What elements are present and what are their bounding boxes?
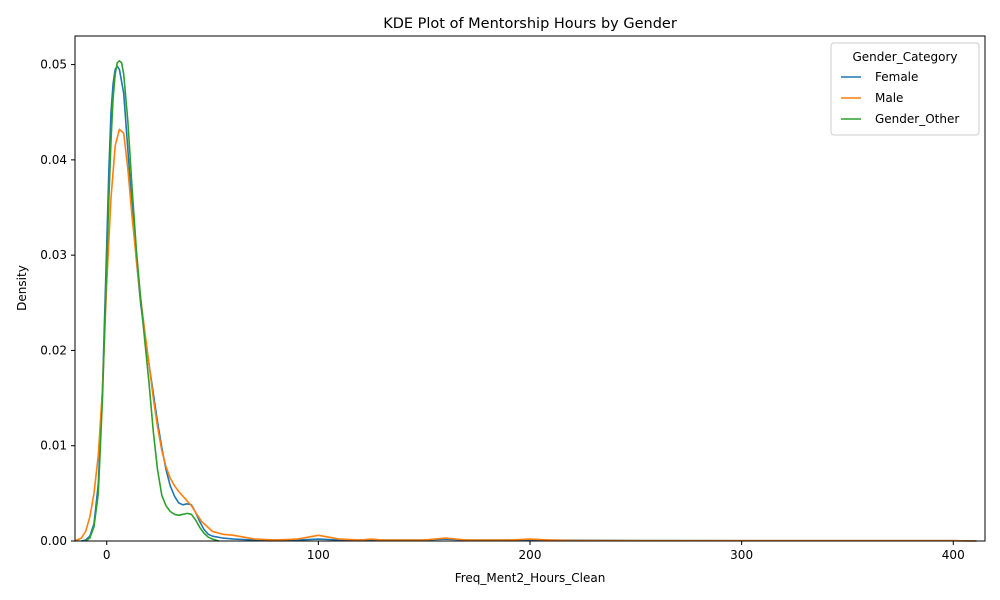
legend-entry-label: Female <box>875 70 918 84</box>
y-tick-label: 0.05 <box>40 58 67 72</box>
y-tick-label: 0.02 <box>40 343 67 357</box>
y-axis-ticks: 0.00 0.01 0.02 0.03 0.04 0.05 <box>40 58 75 548</box>
legend-entry-label: Gender_Other <box>875 112 959 126</box>
legend-box <box>830 42 980 136</box>
y-axis-label: Density <box>15 265 29 311</box>
series-line-gender-other <box>85 59 220 542</box>
series-lines <box>74 59 977 542</box>
legend: Gender_Category Female Male Gender_Other <box>830 42 980 136</box>
y-tick-label: 0.04 <box>40 153 67 167</box>
x-tick-label: 300 <box>730 548 753 562</box>
y-tick-label: 0.00 <box>40 534 67 548</box>
chart-title: KDE Plot of Mentorship Hours by Gender <box>383 16 677 32</box>
y-tick-label: 0.03 <box>40 248 67 262</box>
x-axis-label: Freq_Ment2_Hours_Clean <box>455 571 606 585</box>
plot-frame <box>74 35 986 542</box>
x-tick-label: 0 <box>103 548 111 562</box>
legend-entry-label: Male <box>875 91 903 105</box>
x-tick-label: 200 <box>519 548 542 562</box>
x-axis-ticks: 0 100 200 300 400 <box>103 541 965 562</box>
x-tick-label: 400 <box>942 548 965 562</box>
x-tick-label: 100 <box>307 548 330 562</box>
legend-title: Gender_Category <box>852 50 957 64</box>
y-tick-label: 0.01 <box>40 439 67 453</box>
series-line-male <box>74 128 977 542</box>
series-line-female <box>81 65 977 542</box>
